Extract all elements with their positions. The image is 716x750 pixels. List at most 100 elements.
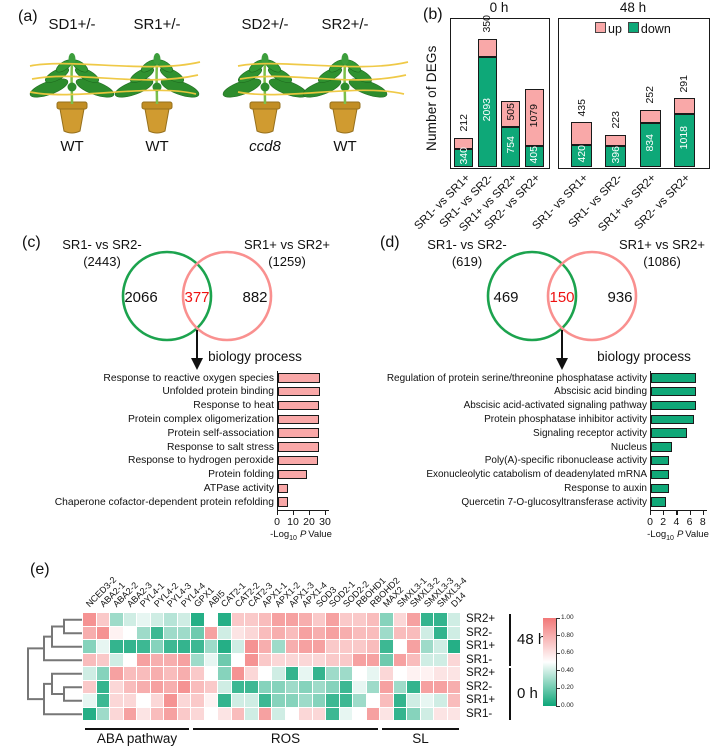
heatmap-cell <box>123 667 136 680</box>
heatmap-cell <box>272 694 285 707</box>
bar-value-down: 834 <box>644 134 657 152</box>
heatmap-cell <box>96 694 109 707</box>
heatmap-cell <box>177 626 190 639</box>
heatmap-cell <box>393 680 406 693</box>
heatmap-cell <box>353 626 366 639</box>
go-x-tick <box>702 511 705 516</box>
heatmap-cell <box>447 707 460 720</box>
heatmap-cell <box>366 613 379 626</box>
heatmap-cell <box>96 613 109 626</box>
go-category-label: Chaperone cofactor-dependent protein ref… <box>54 496 274 508</box>
heatmap-cell <box>204 613 217 626</box>
heatmap-cell <box>204 653 217 666</box>
rootstock-label-wt-1: WT <box>60 138 84 155</box>
plant-icon <box>302 53 388 134</box>
go-category-label: Protein phosphatase inhibitor activity <box>484 413 647 425</box>
panel-b-deg-bar-chart: (b) Number of DEGs 0 h 48 h up down 340 2… <box>412 0 716 234</box>
heatmap-cell <box>191 694 204 707</box>
heatmap-cell <box>299 694 312 707</box>
heatmap-cell <box>96 680 109 693</box>
venn-diagram-c: 2066 377 882 <box>121 250 273 342</box>
heatmap-cell <box>434 680 447 693</box>
heatmap-cell <box>164 667 177 680</box>
go-bar <box>278 455 318 466</box>
venn-c-left-title: SR1- vs SR2- (2443) <box>62 237 142 269</box>
heatmap-cell <box>150 667 163 680</box>
colorbar-axis <box>556 618 557 706</box>
heatmap-cell <box>434 626 447 639</box>
heatmap-cell <box>326 694 339 707</box>
heatmap-cell <box>353 694 366 707</box>
heatmap-cell <box>380 626 393 639</box>
heatmap-cell <box>299 707 312 720</box>
venn-c-right-count: 882 <box>242 289 267 306</box>
heatmap-cell <box>191 653 204 666</box>
bar-value-down: 420 <box>575 145 588 163</box>
go-category-label: Response to hydrogen peroxide <box>128 455 274 467</box>
colorbar-tick-label: 0.60 <box>561 649 574 657</box>
heatmap-cell <box>272 667 285 680</box>
heatmap-cell <box>299 680 312 693</box>
heatmap-cell <box>393 707 406 720</box>
heatmap-cell <box>272 680 285 693</box>
go-x-tick-label: 10 <box>287 516 299 528</box>
graft-label-sd1: SD1+/- <box>48 16 96 33</box>
go-bar <box>278 373 320 383</box>
heatmap-cell <box>380 680 393 693</box>
heatmap-cell <box>150 626 163 639</box>
bar-value-up: 223 <box>609 110 622 129</box>
heatmap-cell <box>231 694 244 707</box>
heatmap-row-label: SR1- <box>466 707 493 720</box>
heatmap-cell <box>83 667 96 680</box>
heatmap-cell <box>434 640 447 653</box>
go-bar <box>278 483 289 494</box>
plant-illustration <box>300 30 390 140</box>
heatmap-cell <box>420 613 433 626</box>
heatmap-cell <box>407 653 420 666</box>
heatmap-cell <box>231 707 244 720</box>
bar-segment-down <box>673 113 695 167</box>
heatmap-cell <box>231 653 244 666</box>
column-group-line <box>382 728 459 730</box>
heatmap-cell <box>177 680 190 693</box>
heatmap-cell <box>353 707 366 720</box>
go-x-tick <box>277 511 279 516</box>
heatmap-cell <box>110 626 123 639</box>
heatmap-cell <box>447 613 460 626</box>
venn-d-right-circle <box>546 250 638 342</box>
heatmap-cell <box>137 640 150 653</box>
go-x-tick <box>293 511 295 516</box>
heatmap-row-label: SR2- <box>466 626 493 639</box>
heatmap-cell <box>245 707 258 720</box>
go-category-label: Protein self-association <box>167 427 274 439</box>
heatmap-cell <box>204 680 217 693</box>
bar-segment-up <box>501 100 521 128</box>
heatmap-cell <box>231 640 244 653</box>
venn-c-right-title: SR1+ vs SR2+ (1259) <box>244 237 330 269</box>
go-bar <box>278 442 319 452</box>
venn-d-overlap-count: 150 <box>549 289 574 306</box>
go-x-tick-label: 4 <box>673 516 680 528</box>
heatmap-cell <box>110 707 123 720</box>
panel-d-venn-go: (d) SR1- vs SR2- (619) SR1+ vs SR2+ (108… <box>358 232 716 562</box>
heatmap-cell <box>218 640 231 653</box>
heatmap-cell <box>191 640 204 653</box>
heatmap-cell <box>137 680 150 693</box>
heatmap-cell <box>137 707 150 720</box>
column-group-line <box>193 728 378 730</box>
heatmap-cell <box>110 653 123 666</box>
heatmap-cell <box>447 667 460 680</box>
row-group-label: 48 h <box>517 631 547 648</box>
bar-value-up: 435 <box>575 98 588 117</box>
heatmap-cell <box>366 626 379 639</box>
heatmap-cell <box>447 626 460 639</box>
heatmap-cell <box>420 653 433 666</box>
row-group-bracket <box>509 614 511 666</box>
go-category-label: Quercetin 7-O-glucosyltransferase activi… <box>461 496 647 508</box>
heatmap-cell <box>110 694 123 707</box>
go-category-label: Abscisic acid binding <box>554 386 647 398</box>
legend-down: down <box>627 22 671 36</box>
heatmap-cell <box>407 680 420 693</box>
heatmap-grid <box>83 613 460 720</box>
heatmap-cell <box>393 694 406 707</box>
